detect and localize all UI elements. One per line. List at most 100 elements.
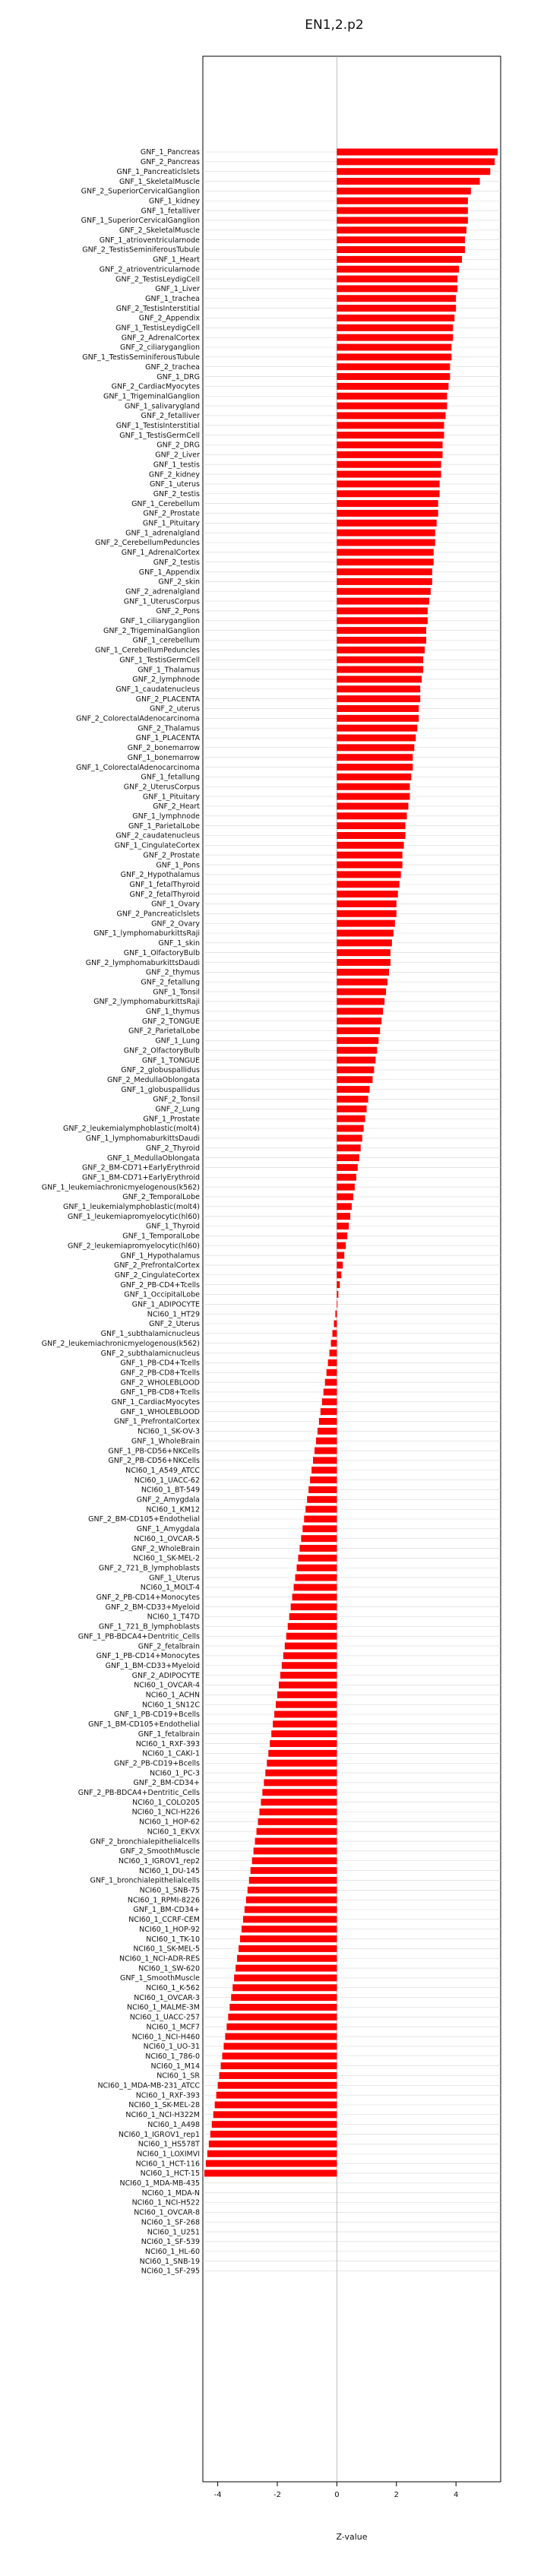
category-label: GNF_1_testis — [153, 460, 200, 469]
category-label: NCI60_1_SF-268 — [141, 2218, 200, 2226]
bar — [337, 881, 400, 888]
bar — [310, 1476, 337, 1484]
category-label: GNF_1_lymphomaburkittsDaudi — [86, 1135, 200, 1143]
bar — [337, 685, 421, 693]
category-label: GNF_2_PB-BDCA4+Dentritic_Cells — [78, 1789, 200, 1797]
category-label: NCI60_1_LOXIMVI — [137, 2150, 200, 2158]
category-label: GNF_2_TrigeminalGanglion — [103, 627, 200, 635]
category-label: GNF_2_Prostate — [143, 510, 200, 518]
bar — [337, 382, 449, 390]
category-label: GNF_1_leukemiapromyelocytic(hl60) — [68, 1213, 200, 1221]
bar — [213, 2111, 337, 2119]
category-label: NCI60_1_SK-MEL-28 — [128, 2101, 200, 2109]
category-label: GNF_2_ParietalLobe — [128, 1027, 200, 1036]
category-label: NCI60_1_U251 — [147, 2228, 200, 2236]
bar — [337, 197, 468, 204]
bar — [337, 851, 403, 859]
category-label: GNF_2_PrefrontalCortex — [114, 1261, 200, 1270]
bar — [315, 1447, 337, 1454]
category-label: GNF_2_CingulateCortex — [115, 1271, 201, 1280]
bar — [216, 2091, 337, 2099]
category-label: GNF_1_ciliaryganglion — [120, 617, 200, 625]
bar — [337, 1271, 342, 1279]
category-label: NCI60_1_SK-MEL-5 — [133, 1945, 200, 1954]
bar — [337, 334, 454, 341]
category-label: GNF_2_CardiacMyocytes — [112, 383, 200, 391]
bar — [311, 1467, 337, 1474]
bar — [337, 1027, 381, 1034]
category-label: GNF_1_kidney — [149, 197, 201, 205]
bar — [258, 1818, 337, 1825]
bar — [261, 1799, 337, 1806]
category-label: GNF_1_Pons — [156, 861, 200, 869]
bar — [337, 275, 458, 283]
bar — [337, 187, 471, 195]
bar — [248, 1876, 337, 1884]
category-label: GNF_2_PB-CD14+Monocytes — [96, 1593, 200, 1602]
bar — [337, 656, 424, 663]
bar — [326, 1369, 337, 1376]
category-label: GNF_2_CerebellumPeduncles — [95, 539, 200, 547]
category-label: GNF_2_AdrenalCortex — [122, 334, 201, 342]
bar — [337, 666, 424, 673]
bar — [277, 1691, 337, 1698]
category-label: GNF_1_uterus — [150, 480, 200, 489]
bar — [337, 968, 389, 976]
bar — [337, 314, 455, 321]
category-label: NCI60_1_HT29 — [147, 1310, 200, 1318]
category-label: NCI60_1_OVCAR-4 — [134, 1682, 200, 1690]
category-label: GNF_1_PB-BDCA4+Dentritic_Cells — [78, 1632, 200, 1641]
bar — [337, 1203, 352, 1210]
bar — [286, 1632, 337, 1640]
bar — [265, 1769, 337, 1777]
category-label: GNF_1_CardiacMyocytes — [112, 1398, 200, 1407]
category-label: GNF_2_SmoothMuscle — [120, 1847, 200, 1856]
bar — [337, 617, 428, 625]
bar — [204, 2169, 337, 2177]
category-label: GNF_1_PB-CD56+NKCells — [108, 1447, 200, 1455]
bar — [307, 1495, 337, 1503]
bar — [337, 422, 444, 429]
bar — [337, 1261, 343, 1269]
category-label: GNF_1_ADIPOCYTE — [132, 1301, 200, 1309]
category-label: GNF_1_TestisSeminiferousTubule — [82, 353, 200, 362]
bar — [337, 451, 443, 458]
category-label: GNF_2_fetalbrain — [138, 1642, 200, 1650]
category-label: NCI60_1_CCRF-CEM — [128, 1916, 200, 1924]
category-label: GNF_1_atrioventricularnode — [100, 236, 200, 245]
bar — [244, 1906, 337, 1913]
bar — [247, 1886, 337, 1894]
category-label: GNF_1_ParietalLobe — [128, 822, 200, 831]
category-label: NCI60_1_IGROV1_rep2 — [119, 1857, 200, 1866]
category-label: GNF_1_subthalamicnucleus — [101, 1330, 200, 1338]
category-label: GNF_2_TestisLeydigCell — [115, 275, 200, 283]
category-label: NCI60_1_SW-620 — [138, 1964, 200, 1973]
bar — [337, 891, 398, 898]
category-label: NCI60_1_A498 — [147, 2121, 200, 2129]
bar — [337, 988, 387, 995]
bar — [273, 1720, 337, 1728]
category-label: GNF_2_WholeBrain — [131, 1545, 200, 1553]
bar — [337, 1242, 346, 1249]
category-label: NCI60_1_T47D — [147, 1613, 200, 1622]
bar — [337, 1076, 373, 1084]
category-label: GNF_1_fetalliver — [141, 207, 200, 215]
category-label: GNF_1_Thyroid — [146, 1223, 200, 1231]
category-label: GNF_1_Thalamus — [138, 666, 200, 674]
bar — [337, 695, 421, 703]
bar — [337, 324, 454, 331]
category-label: GNF_2_kidney — [149, 470, 201, 479]
category-label: NCI60_1_HOP-92 — [139, 1926, 200, 1934]
bar — [219, 2071, 337, 2079]
bar — [214, 2101, 337, 2109]
bar — [337, 1105, 367, 1112]
category-label: GNF_1_trachea — [145, 295, 200, 303]
category-label: GNF_2_UterusCorpus — [124, 783, 200, 791]
bar — [323, 1388, 337, 1396]
bar — [337, 363, 451, 371]
bar — [274, 1710, 337, 1718]
bar — [296, 1564, 337, 1571]
bar — [337, 441, 443, 448]
category-label: GNF_2_SuperiorCervicalGanglion — [81, 188, 200, 196]
category-label: GNF_1_OlfactoryBulb — [124, 949, 200, 957]
